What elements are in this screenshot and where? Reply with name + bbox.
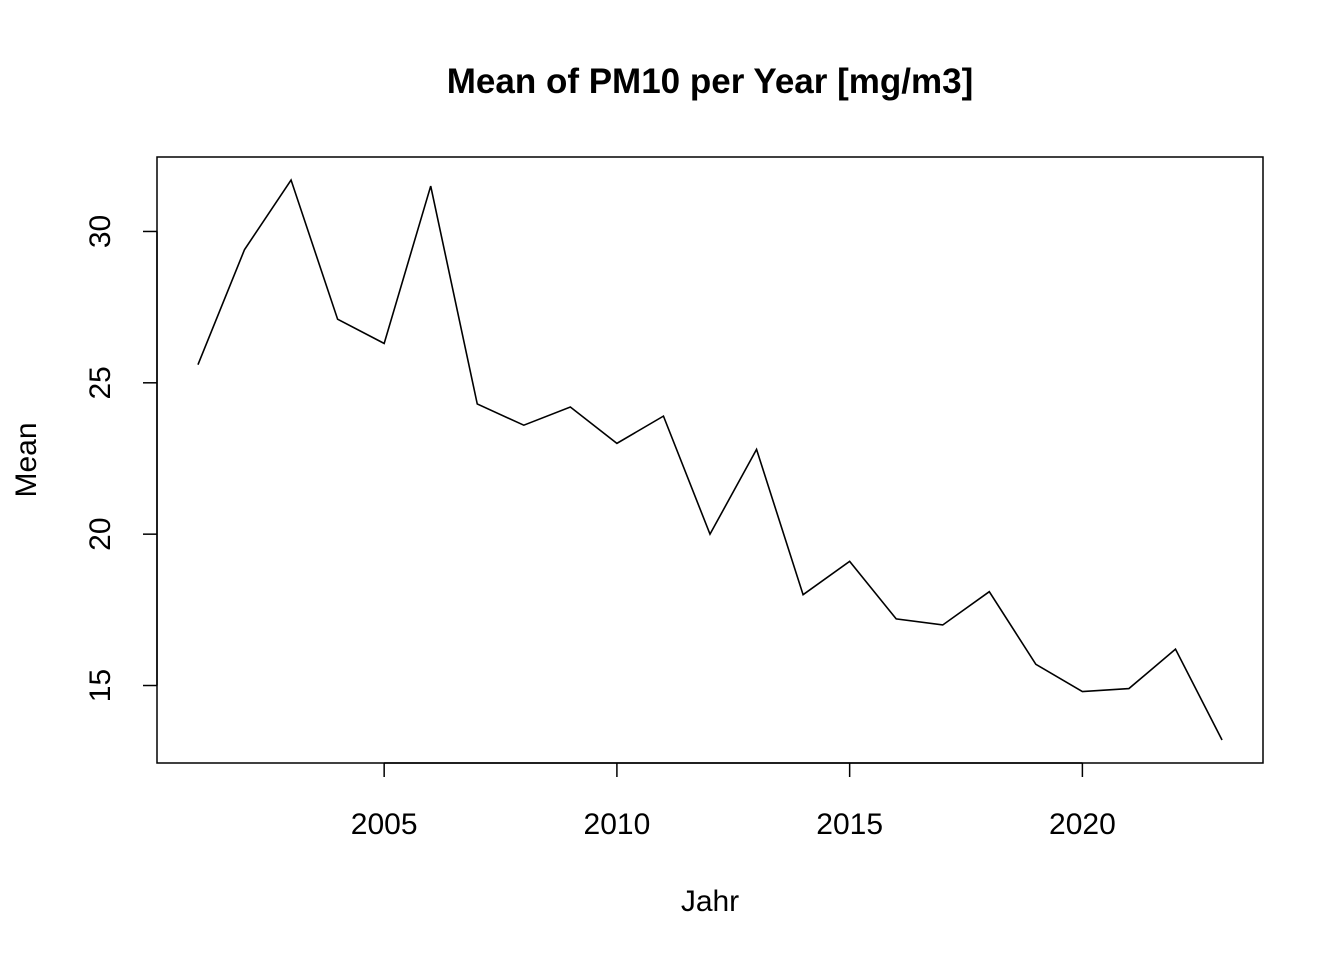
x-tick-label: 2015 — [816, 808, 883, 841]
y-tick-label: 30 — [84, 215, 117, 248]
y-axis: 15 20 25 30 — [84, 215, 158, 702]
x-tick-label: 2010 — [584, 808, 651, 841]
x-axis: 2005 2010 2015 2020 — [351, 762, 1116, 841]
x-tick-label: 2005 — [351, 808, 418, 841]
plot-frame — [156, 156, 1264, 764]
x-tick-label: 2020 — [1049, 808, 1116, 841]
x-axis-label: Jahr — [681, 885, 739, 918]
y-tick-label: 15 — [84, 669, 117, 702]
series-group — [197, 178, 1223, 741]
y-axis-label: Mean — [10, 422, 43, 497]
series-line — [197, 178, 1223, 741]
y-tick-label: 20 — [84, 517, 117, 550]
y-tick-label: 25 — [84, 366, 117, 399]
chart-title: Mean of PM10 per Year [mg/m3] — [447, 62, 973, 101]
